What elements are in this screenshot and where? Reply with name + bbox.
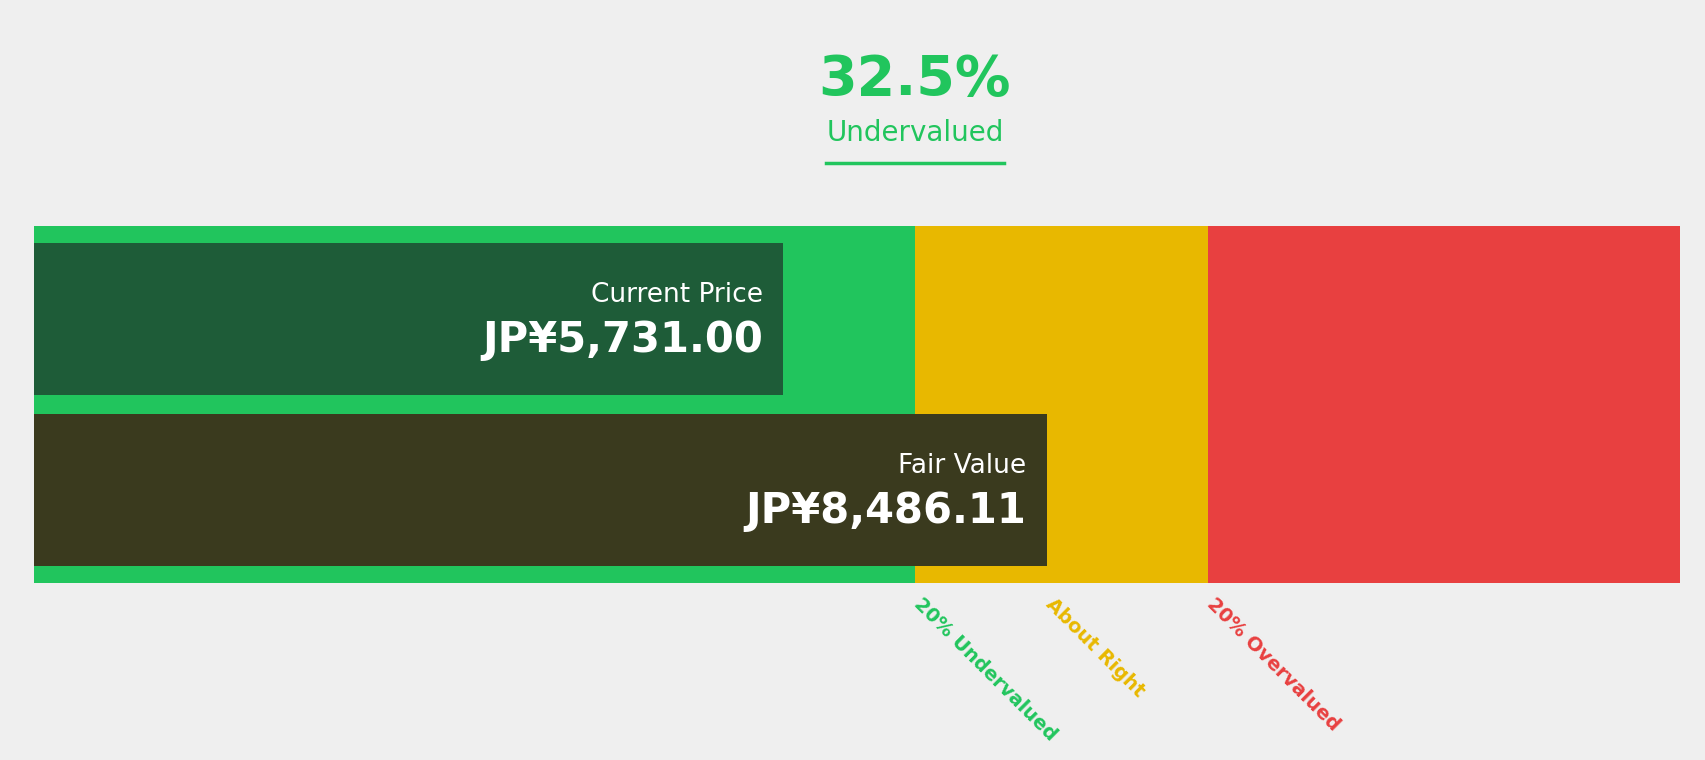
Text: 32.5%: 32.5% — [818, 52, 1011, 107]
Text: JP¥8,486.11: JP¥8,486.11 — [745, 490, 1025, 533]
Text: Fair Value: Fair Value — [897, 453, 1025, 479]
Bar — [1207, 226, 1679, 412]
Text: Undervalued: Undervalued — [825, 119, 1003, 147]
Bar — [34, 397, 914, 583]
Bar — [1207, 397, 1679, 583]
Bar — [34, 243, 783, 395]
Text: About Right: About Right — [1042, 594, 1147, 701]
Text: 20% Undervalued: 20% Undervalued — [909, 594, 1059, 745]
Bar — [914, 397, 1207, 583]
Text: Current Price: Current Price — [590, 282, 762, 308]
Bar — [34, 414, 1045, 566]
Bar — [914, 226, 1207, 412]
Text: 20% Overvalued: 20% Overvalued — [1202, 594, 1342, 734]
Bar — [34, 226, 914, 412]
Text: JP¥5,731.00: JP¥5,731.00 — [481, 319, 762, 362]
